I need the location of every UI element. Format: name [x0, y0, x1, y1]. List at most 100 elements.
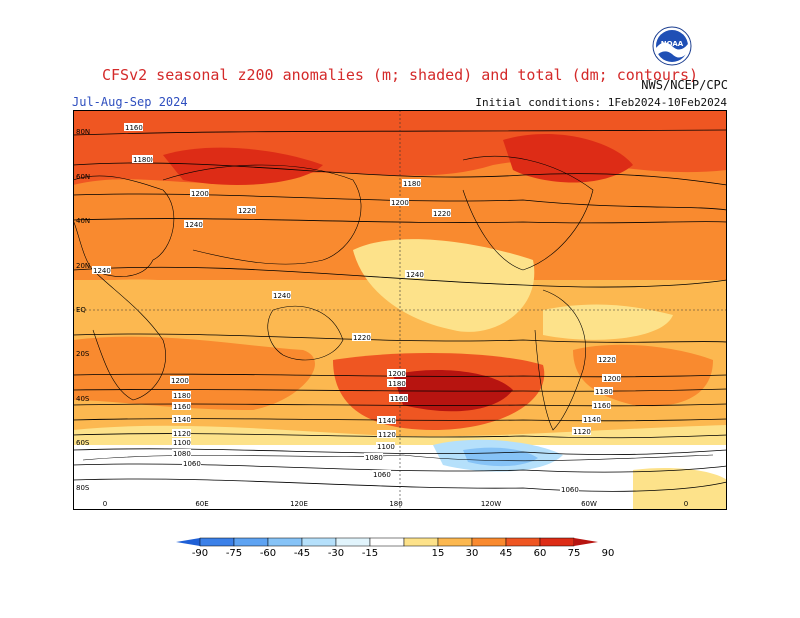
tropical-light-1 — [353, 239, 535, 332]
lon-label: 180 — [389, 500, 402, 508]
contour-label-bg — [582, 415, 601, 423]
colorbar-box — [539, 537, 575, 547]
contour-label-bg — [272, 291, 291, 299]
south-band-1 — [73, 336, 315, 410]
colorbar-box — [267, 537, 303, 547]
contour-label: 1180 — [403, 180, 421, 188]
contour-label-bg — [124, 123, 143, 131]
colorbar-tick-label: -30 — [328, 548, 344, 559]
lon-label: 60W — [581, 500, 597, 508]
contour-label: 1200 — [388, 370, 406, 378]
contour-label: 1140 — [378, 417, 396, 425]
map-frame — [73, 110, 727, 510]
contour-label: 1160 — [390, 395, 408, 403]
contour-label: 1080 — [365, 454, 383, 462]
south-pacific-peak — [393, 370, 513, 412]
lat-label: 20N — [76, 262, 90, 270]
contours — [73, 129, 727, 492]
north-america-outline — [462, 155, 594, 271]
asia-outline — [162, 164, 362, 265]
contour-label-bg — [172, 438, 191, 446]
colorbar-tick-label: -15 — [362, 548, 378, 559]
contour-label: 1140 — [583, 416, 601, 424]
contour-label-bg — [172, 415, 191, 423]
contour-label-bg — [184, 220, 203, 228]
colorbar-tick-label: -90 — [192, 548, 208, 559]
anomaly-map: 1160 1160 1180 1200 1220 1240 1240 1240 1220 1200… — [73, 110, 727, 510]
contour-label: 1200 — [603, 375, 621, 383]
contour-label: 1200 — [171, 377, 189, 385]
contour-label-bg — [182, 459, 201, 467]
contour-label: 1220 — [433, 210, 451, 218]
south-america-outline — [534, 289, 586, 431]
contour-label: 1160 — [125, 124, 143, 132]
contour-label-bg — [172, 391, 191, 399]
colorbar-tick-label: 30 — [466, 548, 479, 559]
colorbar-box — [301, 537, 337, 547]
colorbar-box — [233, 537, 269, 547]
lon-label: 120E — [290, 500, 308, 508]
lon-label: 0 — [684, 500, 688, 508]
contour-label: 1060 — [183, 460, 201, 468]
colorbar-labels: -90 -75 -60 -45 -30 -15 15 30 45 60 75 90 — [192, 548, 615, 559]
contour-label-bg — [170, 376, 189, 384]
contour-label-bg — [376, 442, 395, 450]
north-peak-2 — [503, 134, 633, 183]
contour-label: 1160 — [593, 402, 611, 410]
colorbar-tick-label: -60 — [260, 548, 276, 559]
colorbar-box — [471, 537, 507, 547]
lat-label: 60S — [76, 439, 90, 447]
contour-label: 1060 — [561, 486, 579, 494]
lat-label: EQ — [76, 306, 86, 314]
lat-label: 20S — [76, 350, 90, 358]
initial-conditions-label: Initial conditions: 1Feb2024-10Feb2024 — [475, 96, 727, 109]
contour-label: 1120 — [378, 431, 396, 439]
lat-label: 40S — [76, 395, 90, 403]
contour-label-bg — [92, 266, 111, 274]
colorbar-box — [437, 537, 473, 547]
contour-label: 1180 — [595, 388, 613, 396]
colorbar-tick-label: 90 — [602, 548, 615, 559]
colorbar-boxes — [176, 537, 598, 547]
noaa-logo-text: NOAA — [661, 40, 684, 48]
lat-label: 40N — [76, 217, 90, 225]
contour-label-bg — [405, 270, 424, 278]
contour-label-bg — [592, 401, 611, 409]
latitude-labels: 80N 60N 40N 20N EQ 20S 40S 60S 80S — [76, 128, 90, 492]
lon-label: 0 — [103, 500, 107, 508]
colorbar-tick-label: -75 — [226, 548, 242, 559]
contour-label-bg — [572, 427, 591, 435]
subantarctic-light — [73, 425, 727, 445]
africa-outline — [92, 269, 166, 401]
contour-label: 1180 — [388, 380, 406, 388]
contour-label: 1100 — [173, 439, 191, 447]
contour-label-bg — [352, 333, 371, 341]
contour-label-bg — [389, 394, 408, 402]
colorbar-box — [199, 537, 235, 547]
contour-label: 1060 — [373, 471, 391, 479]
contour-label-bg — [190, 189, 209, 197]
colorbar-tick-label: 15 — [432, 548, 445, 559]
colorbar-tick-label: 75 — [568, 548, 581, 559]
noaa-logo-icon: NOAA — [652, 26, 692, 66]
grid-lines — [73, 110, 727, 510]
contour-label: 1120 — [173, 430, 191, 438]
contour-label-bg — [172, 429, 191, 437]
contour-label-bg — [377, 416, 396, 424]
contour-label: 1140 — [173, 416, 191, 424]
contour-label-bg — [372, 470, 391, 478]
contour-label-bg — [387, 379, 406, 387]
contour-label: 1240 — [185, 221, 203, 229]
contour-labels: 1160 1160 1180 1200 1220 1240 1240 1240 1220 1200… — [92, 123, 621, 494]
contour-label-bg — [132, 155, 151, 163]
contour-label-bg — [597, 355, 616, 363]
contour-label: 1240 — [93, 267, 111, 275]
colorbar-right-arrow — [574, 538, 598, 546]
contour-label: 1080 — [173, 450, 191, 458]
contour-label-bg — [390, 198, 409, 206]
chart-title: CFSv2 seasonal z200 anomalies (m; shaded… — [101, 66, 699, 84]
contour-label-bg — [172, 449, 191, 457]
lat-label: 80S — [76, 484, 90, 492]
colorbar-box — [505, 537, 541, 547]
contour-label: 1220 — [598, 356, 616, 364]
